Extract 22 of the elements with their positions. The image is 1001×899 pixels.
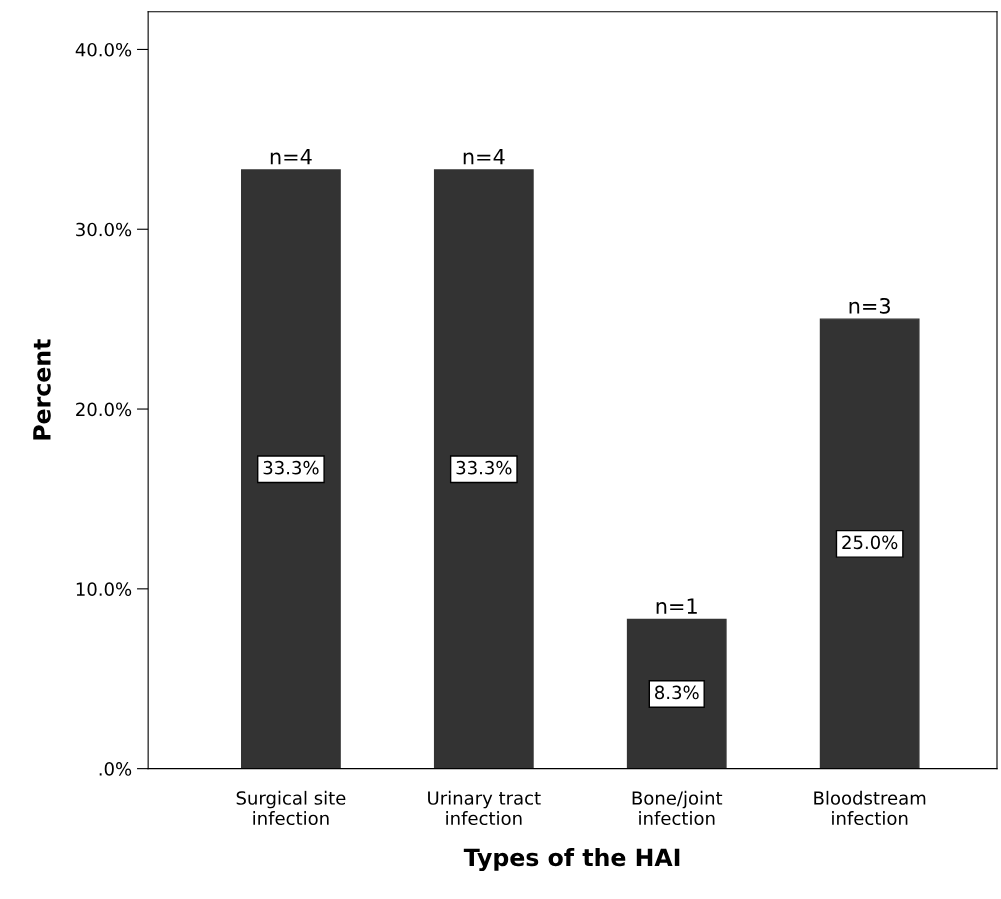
x-tick-label: Bone/joint infection (632, 790, 723, 826)
bar (241, 169, 341, 769)
data-label: 33.3% (456, 460, 512, 475)
data-label: 33.3% (263, 460, 319, 475)
x-tick-label: Bloodstream infection (814, 790, 926, 826)
bar (433, 169, 534, 769)
annotation: n=4 (270, 149, 312, 165)
data-label: 8.3% (655, 685, 699, 700)
y-tick-label: 30.0% (76, 222, 132, 237)
y-tick-label: 10.0% (76, 582, 132, 596)
x-axis-title: Types of the HAI (463, 848, 680, 872)
y-tick-label: .0% (99, 762, 132, 776)
y-axis-title: Percent (33, 339, 51, 440)
y-tick-label: 40.0% (75, 42, 132, 57)
annotation: n=4 (463, 149, 505, 165)
annotation: n=1 (656, 598, 697, 614)
y-tick-label: 20.0% (76, 402, 132, 417)
bar (819, 318, 920, 769)
x-tick-label: Urinary tract infection (428, 790, 541, 826)
annotation: n=3 (849, 297, 890, 314)
data-label: 25.0% (842, 535, 898, 550)
x-tick-label: Surgical site infection (236, 790, 346, 826)
